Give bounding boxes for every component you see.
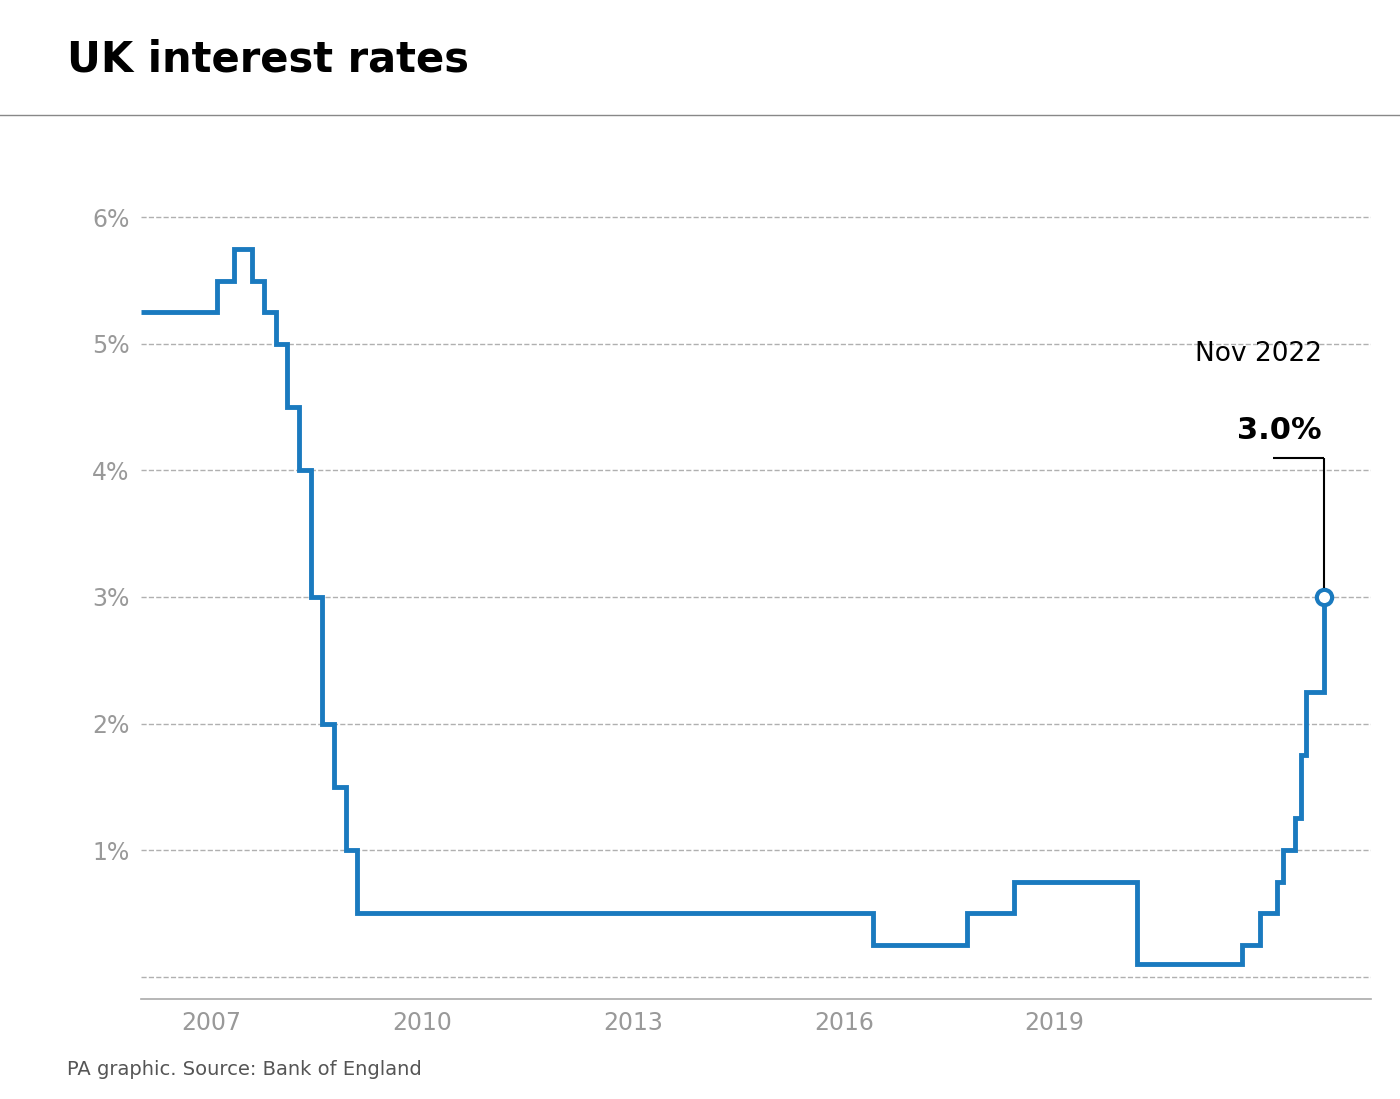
Text: Nov 2022: Nov 2022: [1194, 341, 1322, 367]
Text: 3.0%: 3.0%: [1238, 417, 1322, 445]
Text: PA graphic. Source: Bank of England: PA graphic. Source: Bank of England: [67, 1061, 421, 1079]
Text: UK interest rates: UK interest rates: [67, 38, 469, 80]
